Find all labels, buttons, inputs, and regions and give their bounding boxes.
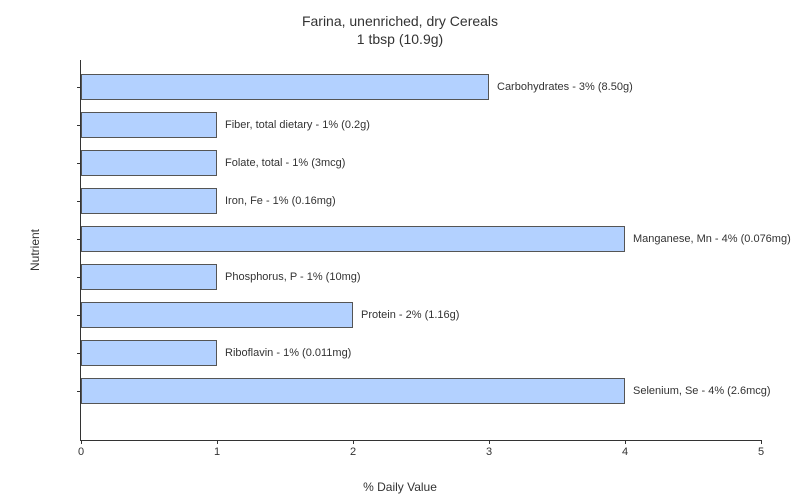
y-tick-mark: [77, 277, 81, 278]
chart-container: Farina, unenriched, dry Cereals 1 tbsp (…: [0, 0, 800, 500]
bar-label: Fiber, total dietary - 1% (0.2g): [225, 119, 370, 131]
x-tick-mark: [217, 440, 218, 444]
bars-group: Carbohydrates - 3% (8.50g) Fiber, total d…: [81, 60, 761, 440]
title-line2: 1 tbsp (10.9g): [0, 30, 800, 48]
x-tick-mark: [81, 440, 82, 444]
bar-label: Protein - 2% (1.16g): [361, 309, 459, 321]
x-tick-mark: [489, 440, 490, 444]
y-tick-mark: [77, 239, 81, 240]
x-tick-label: 0: [78, 446, 84, 458]
bar: [81, 378, 625, 404]
title-line1: Farina, unenriched, dry Cereals: [0, 12, 800, 30]
y-tick-mark: [77, 201, 81, 202]
x-tick-mark: [353, 440, 354, 444]
bar: [81, 340, 217, 366]
x-tick-mark: [761, 440, 762, 444]
plot-area: Carbohydrates - 3% (8.50g) Fiber, total d…: [80, 60, 761, 441]
y-tick-mark: [77, 391, 81, 392]
bar: [81, 188, 217, 214]
bar-label: Phosphorus, P - 1% (10mg): [225, 271, 361, 283]
bar: [81, 150, 217, 176]
y-tick-mark: [77, 353, 81, 354]
x-tick-label: 5: [758, 446, 764, 458]
y-tick-mark: [77, 315, 81, 316]
x-tick-label: 2: [350, 446, 356, 458]
y-tick-mark: [77, 163, 81, 164]
bar: [81, 264, 217, 290]
bar: [81, 112, 217, 138]
bar-label: Iron, Fe - 1% (0.16mg): [225, 195, 336, 207]
bar-label: Manganese, Mn - 4% (0.076mg): [633, 233, 791, 245]
bar-label: Selenium, Se - 4% (2.6mcg): [633, 385, 771, 397]
y-axis-label: Nutrient: [28, 229, 42, 271]
x-axis-label: % Daily Value: [363, 480, 437, 494]
bar: [81, 226, 625, 252]
x-tick-label: 3: [486, 446, 492, 458]
bar: [81, 74, 489, 100]
bar-label: Carbohydrates - 3% (8.50g): [497, 81, 633, 93]
bar: [81, 302, 353, 328]
chart-title: Farina, unenriched, dry Cereals 1 tbsp (…: [0, 0, 800, 48]
x-tick-mark: [625, 440, 626, 444]
x-tick-label: 1: [214, 446, 220, 458]
x-tick-label: 4: [622, 446, 628, 458]
bar-label: Riboflavin - 1% (0.011mg): [225, 347, 351, 359]
bar-label: Folate, total - 1% (3mcg): [225, 157, 345, 169]
y-tick-mark: [77, 125, 81, 126]
y-tick-mark: [77, 87, 81, 88]
